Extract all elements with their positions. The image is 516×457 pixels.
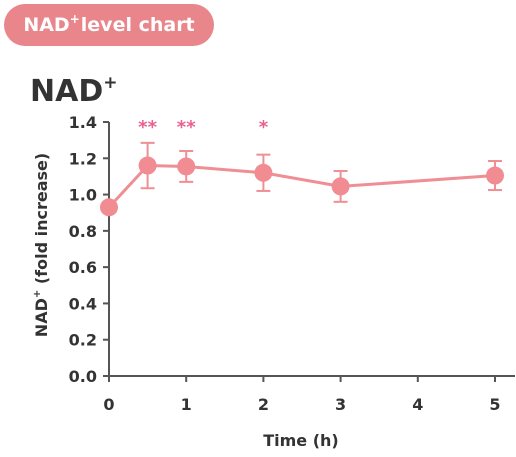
chart-badge: NAD + level chart xyxy=(4,4,214,46)
x-axis-label: Time (h) xyxy=(263,431,339,450)
y-tick-label: 0.8 xyxy=(69,222,97,241)
y-tick-label: 1.4 xyxy=(69,113,97,132)
y-tick-label: 0.6 xyxy=(69,258,97,277)
y-axis-label-sup: + xyxy=(32,290,43,298)
badge-text-pre: NAD xyxy=(23,14,70,36)
significance-label: * xyxy=(259,117,269,138)
data-point xyxy=(100,198,118,217)
data-point xyxy=(486,166,504,185)
badge-text-sup: + xyxy=(69,12,80,26)
data-marks: ** ** * xyxy=(100,117,504,217)
y-tick-label: 0.4 xyxy=(69,294,97,313)
y-tick-label: 0.2 xyxy=(69,331,97,350)
y-axis-label: NAD+ (fold increase) xyxy=(32,153,51,337)
y-tick-label: 0.0 xyxy=(69,367,97,386)
x-tick-label: 1 xyxy=(181,395,192,414)
badge-text-post: level chart xyxy=(80,14,195,36)
y-axis-label-pre: NAD xyxy=(32,298,51,337)
data-point xyxy=(254,163,273,182)
significance-label: ** xyxy=(138,117,157,138)
chart-title: NAD+ xyxy=(30,73,117,109)
x-tick-label: 4 xyxy=(412,395,423,414)
chart-title-sup: + xyxy=(103,73,117,93)
significance-label: ** xyxy=(177,117,196,138)
series-line xyxy=(107,164,496,209)
x-tick-label: 2 xyxy=(258,395,269,414)
x-tick-label: 3 xyxy=(335,395,346,414)
data-point xyxy=(177,157,196,176)
chart-title-main: NAD xyxy=(30,74,103,109)
y-tick-label: 1.0 xyxy=(69,186,97,205)
x-tick-label: 5 xyxy=(489,395,500,414)
y-axis-label-post: (fold increase) xyxy=(32,153,51,290)
data-point xyxy=(138,156,157,175)
data-point xyxy=(331,177,350,196)
y-tick-label: 1.2 xyxy=(69,149,97,168)
x-tick-label: 0 xyxy=(103,395,114,414)
axes: 0.0 0.2 0.4 0.6 0.8 1.0 1.2 1.4 0 1 2 3 4 5 xyxy=(69,113,515,414)
